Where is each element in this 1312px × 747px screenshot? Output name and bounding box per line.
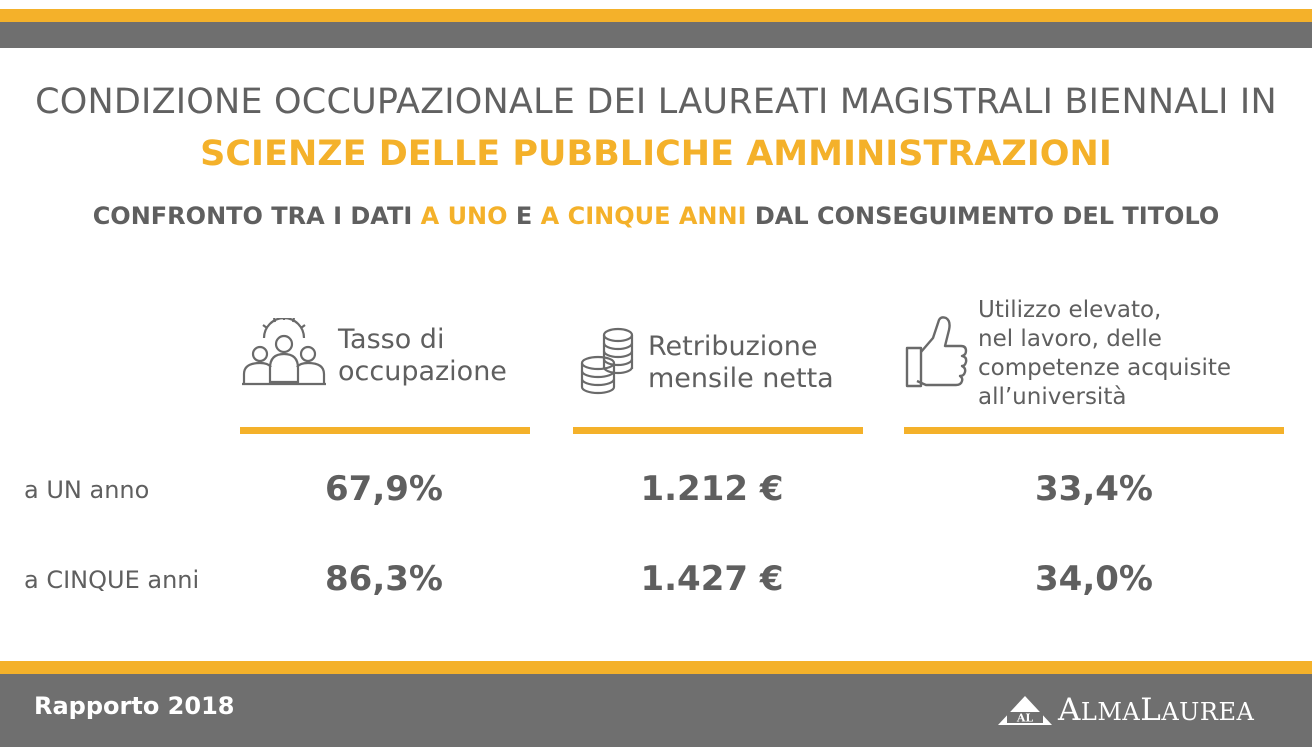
column-label: Retribuzione mensile netta [648, 331, 834, 395]
footer-band [0, 674, 1312, 747]
value-competenze-uno: 33,4% [1035, 469, 1153, 509]
column-label-line: Utilizzo elevato, [978, 297, 1162, 323]
column-label-line: all’università [978, 384, 1127, 410]
almalaurea-logo: AL ALMALAUREA [996, 692, 1254, 728]
subtitle-part: CONFRONTO TRA I DATI [92, 202, 421, 230]
top-accent-bar [0, 9, 1312, 22]
page-subtitle: CONFRONTO TRA I DATI A UNO E A CINQUE AN… [0, 202, 1312, 230]
column-label-line: occupazione [338, 356, 507, 387]
column-header-occupazione: Tasso di occupazione [240, 316, 507, 394]
column-underline [904, 427, 1284, 434]
logo-letter: AUREA [1161, 698, 1255, 726]
column-label: Utilizzo elevato, nel lavoro, delle comp… [978, 296, 1231, 412]
value-competenze-cinque: 34,0% [1035, 559, 1153, 599]
row-label-uno: a UN anno [24, 476, 150, 504]
logo-wordmark: ALMALAUREA [1058, 692, 1254, 728]
top-gray-band [0, 22, 1312, 48]
column-header-retribuzione: Retribuzione mensile netta [578, 325, 834, 401]
column-label-line: Tasso di [338, 324, 445, 355]
column-underline [240, 427, 530, 434]
column-label: Tasso di occupazione [338, 324, 507, 388]
column-underline [573, 427, 863, 434]
subtitle-highlight-uno: A UNO [420, 202, 508, 230]
column-label-line: mensile netta [648, 363, 834, 394]
logo-letter: L [1140, 692, 1162, 728]
subtitle-highlight-cinque: A CINQUE ANNI [540, 202, 747, 230]
row-label-cinque: a CINQUE anni [24, 566, 200, 594]
coins-stack-icon [578, 325, 640, 401]
column-header-competenze: Utilizzo elevato, nel lavoro, delle comp… [904, 296, 1231, 412]
people-gear-icon [240, 316, 328, 394]
thumbs-up-icon [904, 314, 968, 394]
page-title: CONDIZIONE OCCUPAZIONALE DEI LAUREATI MA… [35, 82, 1277, 122]
report-year: Rapporto 2018 [34, 692, 235, 720]
value-occupazione-cinque: 86,3% [325, 559, 443, 599]
logo-badge-text: AL [1016, 712, 1034, 725]
value-retribuzione-cinque: 1.427 € [640, 559, 784, 599]
logo-letter: A [1058, 692, 1081, 728]
logo-letter: LMA [1080, 698, 1141, 726]
bottom-accent-bar [0, 661, 1312, 674]
column-label-line: nel lavoro, delle [978, 326, 1162, 352]
value-retribuzione-uno: 1.212 € [640, 469, 784, 509]
subtitle-part: DAL CONSEGUIMENTO DEL TITOLO [746, 202, 1220, 230]
page-title-highlight: SCIENZE DELLE PUBBLICHE AMMINISTRAZIONI [200, 134, 1112, 174]
value-occupazione-uno: 67,9% [325, 469, 443, 509]
subtitle-part: E [507, 202, 541, 230]
column-label-line: Retribuzione [648, 331, 818, 362]
column-label-line: competenze acquisite [978, 355, 1231, 381]
logo-badge-icon: AL [998, 696, 1052, 725]
